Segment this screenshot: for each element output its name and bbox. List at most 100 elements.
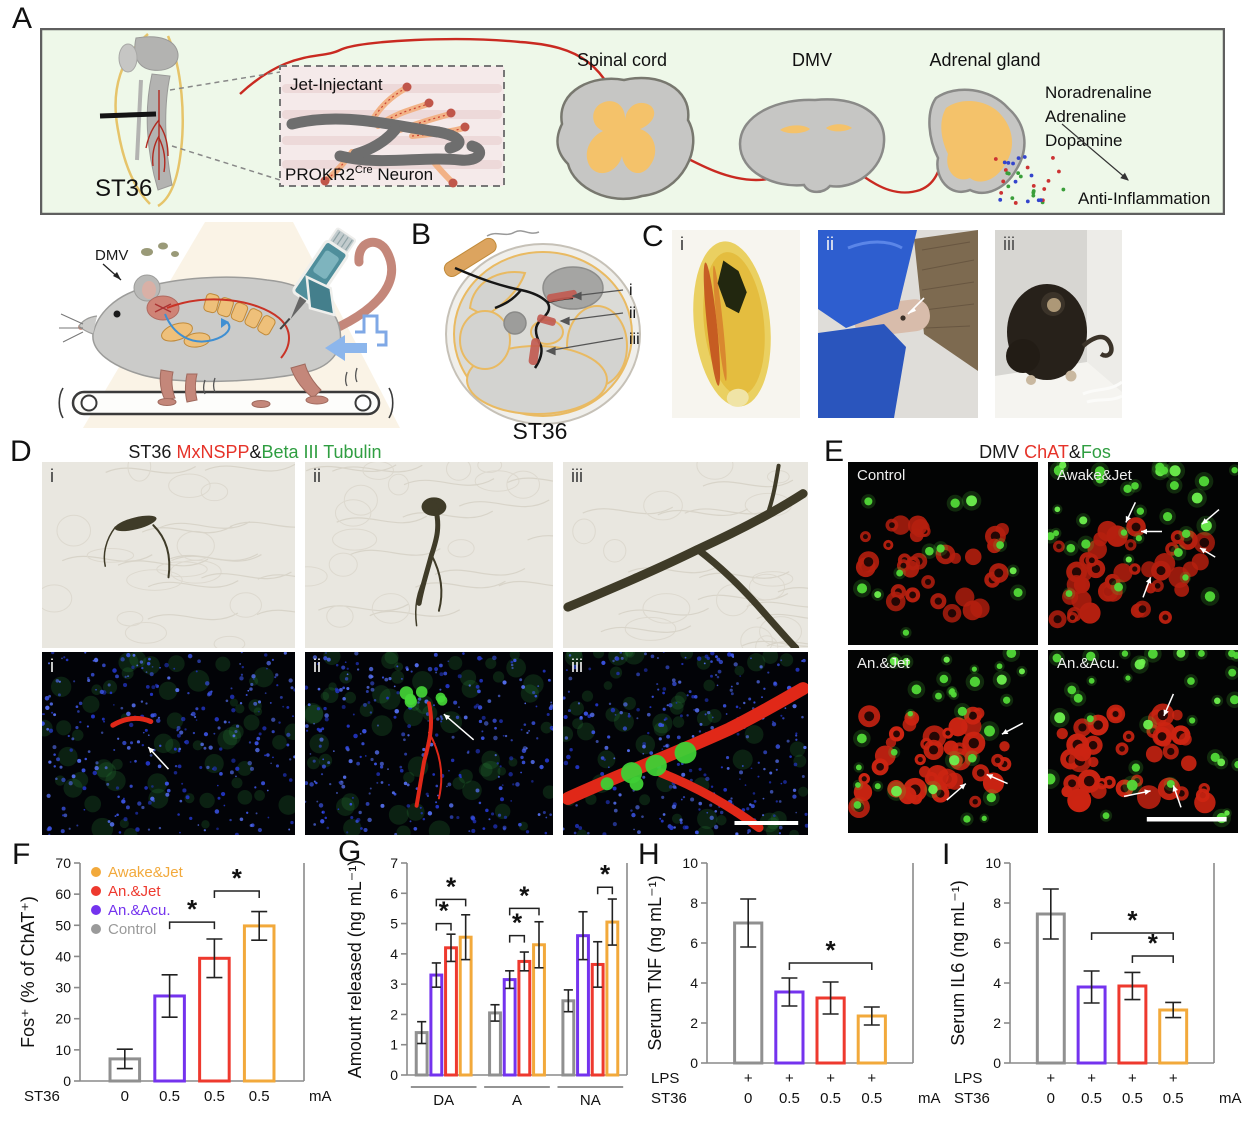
marker-i: i (629, 282, 633, 299)
quadrant-label: An.&Acu. (1057, 655, 1120, 672)
cross-section (445, 243, 641, 425)
svg-text:2: 2 (993, 1015, 1001, 1031)
svg-text:An.&Jet: An.&Jet (108, 883, 161, 900)
svg-text:0.5: 0.5 (159, 1088, 180, 1105)
pulse-waveform-arrow (325, 314, 388, 361)
micrograph-fluorescence-i: i (42, 652, 295, 835)
svg-text:*: * (439, 896, 450, 926)
svg-text:DA: DA (433, 1092, 454, 1109)
svg-text:+: + (1128, 1070, 1137, 1087)
quadrant-label: Control (857, 467, 906, 484)
svg-text:60: 60 (55, 886, 71, 902)
title-part: & (1068, 442, 1081, 462)
svg-text:70: 70 (55, 855, 71, 871)
svg-text:0.5: 0.5 (1163, 1090, 1184, 1107)
leg-nerve-branches (145, 90, 169, 180)
dmv-callout: DMV (95, 242, 179, 281)
mouse-eye (113, 310, 121, 318)
anti-inflammation-label: Anti-Inflammation (1078, 189, 1210, 208)
title-part: MxNSPP (176, 442, 250, 462)
svg-text:0: 0 (390, 1067, 398, 1083)
micrograph-tag: i (50, 466, 54, 486)
svg-text:0: 0 (121, 1088, 129, 1105)
spinal-cord-label: Spinal cord (577, 50, 667, 70)
mouse-organs (146, 293, 290, 359)
panel-d-label: D (10, 435, 32, 468)
title-part: Beta III Tubulin (261, 442, 382, 462)
svg-text:0: 0 (690, 1055, 698, 1071)
micrograph-fluorescence-ii: ii (305, 652, 553, 835)
inset-bottom-label: PROKR2Cre Neuron (285, 164, 433, 184)
svg-text:4: 4 (993, 975, 1001, 991)
title-part: DMV (979, 442, 1025, 462)
svg-text:7: 7 (390, 855, 398, 871)
svg-text:+: + (1169, 1070, 1178, 1087)
svg-text:+: + (867, 1070, 876, 1087)
svg-text:50: 50 (55, 917, 71, 933)
title-part: & (249, 442, 262, 462)
svg-text:+: + (1046, 1070, 1055, 1087)
micrograph-fluorescence-iii: iii (563, 652, 808, 835)
svg-text:+: + (1087, 1070, 1096, 1087)
black-mouse (1006, 284, 1114, 385)
photo-injection-site: ii (818, 230, 978, 418)
photo-iii-tag: iii (1003, 234, 1015, 254)
treadmill (58, 387, 394, 419)
svg-text:*: * (1148, 928, 1159, 958)
svg-text:1: 1 (390, 1037, 398, 1053)
photo-tissue-stain: i (672, 230, 800, 418)
svg-text:0.5: 0.5 (861, 1090, 882, 1107)
hormone-noradrenaline: Noradrenaline (1045, 83, 1152, 102)
jet-injectant-inset: Jet-Injectant PROKR2Cre Neuron (279, 65, 505, 188)
micrograph-dmv-an-acu: An.&Acu. (1048, 650, 1238, 833)
stained-tissue (693, 241, 771, 407)
photo-freely-moving-mouse: iii (995, 230, 1122, 418)
svg-text:10: 10 (682, 855, 698, 871)
svg-text:4: 4 (690, 975, 698, 991)
micrograph-brightfield-iii: iii (563, 462, 808, 648)
jet-injector (279, 227, 357, 330)
svg-text:Awake&Jet: Awake&Jet (108, 864, 184, 881)
panel-d-title: ST36 MxNSPP&Beta III Tubulin (90, 442, 420, 463)
nerve-trunk (286, 113, 485, 167)
mouse-fur (914, 230, 978, 371)
svg-text:*: * (826, 935, 837, 965)
panel-a-label: A (12, 2, 33, 35)
adrenal-shape (928, 88, 1026, 195)
micrograph-tag: ii (313, 466, 321, 486)
svg-text:LPS: LPS (651, 1070, 679, 1087)
svg-text:10: 10 (985, 855, 1001, 871)
svg-text:*: * (232, 863, 243, 893)
svg-text:*: * (600, 859, 611, 889)
svg-text:mA: mA (918, 1090, 941, 1107)
svg-text:6: 6 (690, 935, 698, 951)
marker-arrows (545, 289, 624, 356)
panel-e-label: E (824, 435, 845, 468)
svg-text:An.&Acu.: An.&Acu. (108, 902, 171, 919)
marker-iii: iii (629, 331, 640, 348)
cable (1082, 380, 1122, 404)
hormone-adrenaline: Adrenaline (1045, 107, 1126, 126)
spinal-cord-shape (556, 76, 695, 201)
svg-text:Control: Control (108, 921, 156, 938)
title-part: ST36 (128, 442, 177, 462)
svg-text:0.5: 0.5 (779, 1090, 800, 1107)
svg-text:A: A (512, 1092, 522, 1109)
svg-text:0: 0 (63, 1073, 71, 1089)
pathway-illustration: ST36 (40, 28, 1225, 215)
panel-h-label: H (638, 838, 660, 871)
leg-schematic: ST36 (95, 33, 281, 208)
svg-text:0.5: 0.5 (204, 1088, 225, 1105)
svg-text:*: * (446, 871, 457, 901)
electrode-wire (486, 230, 540, 237)
whiskers (59, 313, 84, 343)
photo-i-tag: i (680, 234, 684, 254)
inset-top-label: Jet-Injectant (290, 75, 383, 94)
micrograph-tag: i (50, 656, 54, 676)
glove-bottom (818, 324, 906, 418)
injection-dot (900, 315, 906, 321)
micrograph-tag: iii (571, 656, 583, 676)
svg-text:Serum IL6 (ng mL⁻¹): Serum IL6 (ng mL⁻¹) (948, 880, 968, 1046)
mouse-tail (318, 237, 397, 339)
